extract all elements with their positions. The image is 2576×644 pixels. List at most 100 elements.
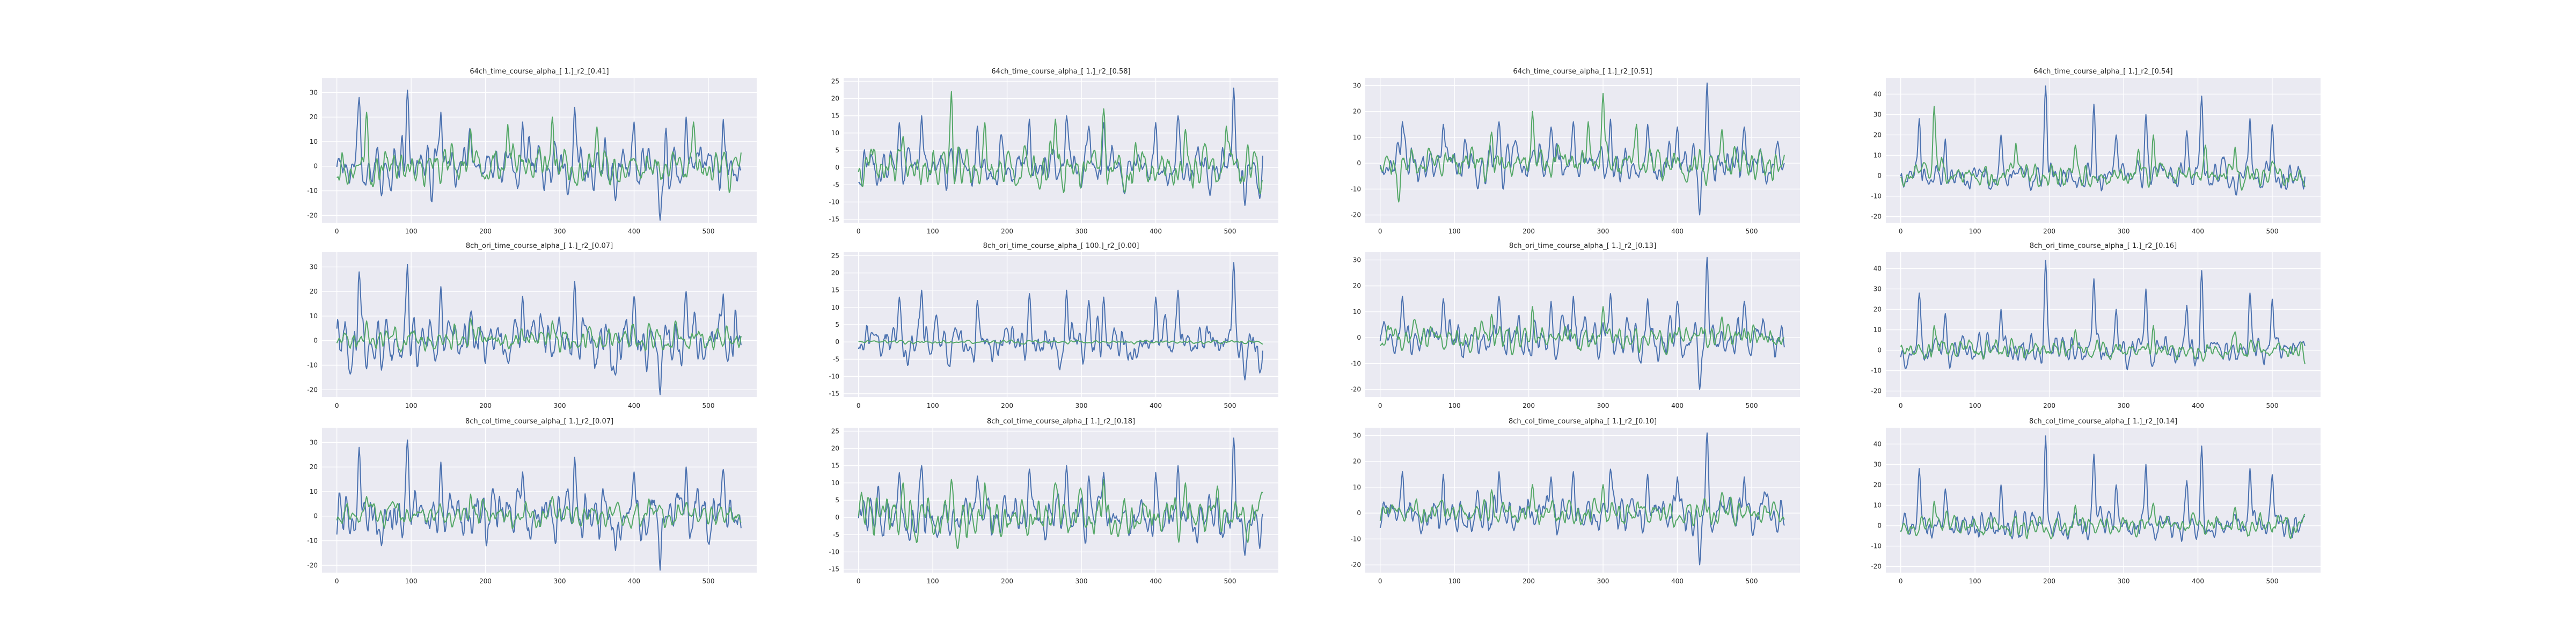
- subplot-1: 0 100 200 300 400 500 -20 -10 0 10 20 30 64ch_time_c…: [307, 68, 757, 235]
- x-tick-label: 300: [1597, 577, 1609, 585]
- x-tick-label: 200: [1523, 402, 1535, 409]
- subplot-title: 8ch_ori_time_course_alpha_[ 1.]_r2_[0.16…: [2030, 242, 2177, 250]
- x-tick-label: 0: [335, 577, 339, 585]
- x-tick-label: 300: [554, 402, 566, 409]
- y-tick-label: -20: [1871, 563, 1882, 570]
- y-tick-label: 0: [1357, 159, 1361, 167]
- y-tick-label: 10: [310, 138, 318, 145]
- subplot-title: 64ch_time_course_alpha_[ 1.]_r2_[0.54]: [2033, 68, 2172, 76]
- y-tick-label: -10: [1871, 367, 1882, 375]
- y-tick-label: 5: [835, 147, 839, 154]
- y-tick-label: 25: [831, 77, 839, 85]
- x-tick-label: 100: [405, 402, 418, 409]
- y-tick-label: -20: [1350, 386, 1361, 393]
- y-tick-label: 0: [835, 164, 839, 171]
- y-tick-label: 10: [1874, 326, 1882, 334]
- x-tick-label: 300: [1075, 402, 1088, 409]
- y-tick-label: -20: [307, 211, 318, 219]
- y-tick-label: -20: [1350, 211, 1361, 219]
- y-tick-label: -20: [1871, 213, 1882, 221]
- y-tick-label: 30: [310, 438, 318, 446]
- y-tick-label: 30: [1353, 256, 1361, 264]
- x-tick-label: 200: [1523, 577, 1535, 585]
- series-line-2: [1379, 484, 1785, 528]
- plot-area: [1365, 428, 1800, 573]
- x-tick-label: 0: [1378, 228, 1382, 235]
- series-line-1: [336, 264, 742, 396]
- y-tick-label: -20: [307, 386, 318, 393]
- y-tick-label: 10: [310, 488, 318, 495]
- x-tick-label: 100: [1969, 577, 1981, 585]
- y-tick-label: -10: [1350, 185, 1361, 193]
- y-tick-label: 40: [1874, 265, 1882, 272]
- y-tick-label: 0: [313, 163, 318, 170]
- y-tick-label: 10: [1874, 152, 1882, 159]
- x-tick-label: 300: [2118, 228, 2130, 235]
- subplot-3: 0 100 200 300 400 500 -20 -10 0 10 20 30 64ch_time_c…: [1350, 68, 1800, 235]
- y-tick-label: 10: [1874, 502, 1882, 509]
- x-tick-label: 0: [1378, 402, 1382, 409]
- y-tick-label: 0: [1357, 334, 1361, 341]
- x-tick-label: 400: [1671, 228, 1684, 235]
- y-tick-label: 0: [313, 513, 318, 520]
- series-line-2: [858, 479, 1263, 549]
- y-tick-label: 20: [831, 269, 839, 277]
- x-tick-label: 400: [1150, 228, 1162, 235]
- x-tick-label: 500: [702, 402, 715, 409]
- y-tick-label: 0: [835, 514, 839, 521]
- y-tick-label: 5: [835, 321, 839, 328]
- y-tick-label: -5: [833, 355, 839, 363]
- x-tick-label: 400: [1150, 577, 1162, 585]
- series-line-2: [1900, 325, 2306, 364]
- plot-area: [1365, 252, 1800, 397]
- y-tick-label: 30: [310, 89, 318, 96]
- y-tick-label: 0: [313, 337, 318, 345]
- y-tick-label: 30: [1353, 82, 1361, 89]
- series-line-2: [336, 112, 742, 193]
- x-tick-label: 500: [2266, 228, 2279, 235]
- series-line-1: [1900, 260, 2306, 370]
- y-tick-label: 10: [310, 312, 318, 320]
- y-tick-label: 30: [1874, 111, 1882, 118]
- y-tick-label: -10: [307, 362, 318, 369]
- y-tick-label: -5: [833, 531, 839, 538]
- x-tick-label: 500: [1746, 577, 1758, 585]
- y-tick-label: -15: [829, 390, 839, 398]
- plot-area: [322, 428, 757, 573]
- subplot-title: 8ch_col_time_course_alpha_[ 1.]_r2_[0.10…: [1509, 418, 1657, 426]
- series-line-1: [1900, 85, 2306, 196]
- subplot-9: 0 100 200 300 400 500 -20 -10 0 10 20 30 8ch_col_tim…: [307, 418, 757, 585]
- y-tick-label: -10: [1350, 535, 1361, 543]
- y-tick-label: 10: [1353, 484, 1361, 491]
- x-tick-label: 100: [927, 402, 939, 409]
- x-tick-label: 100: [405, 228, 418, 235]
- y-tick-label: 20: [1874, 481, 1882, 488]
- x-tick-label: 100: [927, 577, 939, 585]
- y-tick-label: 20: [1874, 131, 1882, 138]
- y-tick-label: -10: [829, 198, 839, 206]
- y-tick-label: 25: [831, 427, 839, 435]
- series-line-2: [858, 339, 1263, 345]
- y-tick-label: 40: [1874, 90, 1882, 98]
- plot-area: [1886, 428, 2321, 573]
- x-tick-label: 200: [2043, 228, 2055, 235]
- y-tick-label: 20: [831, 445, 839, 452]
- subplot-title: 8ch_ori_time_course_alpha_[ 100.]_r2_[0.…: [983, 242, 1139, 250]
- x-tick-label: 0: [1378, 577, 1382, 585]
- y-tick-label: -15: [829, 566, 839, 573]
- series-line-1: [858, 437, 1263, 556]
- x-tick-label: 100: [405, 577, 418, 585]
- subplot-title: 64ch_time_course_alpha_[ 1.]_r2_[0.58]: [991, 68, 1130, 76]
- plot-area: [1886, 252, 2321, 397]
- x-tick-label: 400: [628, 228, 640, 235]
- x-tick-label: 200: [1001, 228, 1013, 235]
- y-tick-label: 20: [1353, 108, 1361, 115]
- x-tick-label: 200: [2043, 402, 2055, 409]
- series-line-1: [858, 262, 1263, 380]
- x-tick-label: 400: [2192, 577, 2204, 585]
- subplot-title: 8ch_col_time_course_alpha_[ 1.]_r2_[0.18…: [987, 418, 1135, 426]
- series-line-2: [858, 91, 1263, 194]
- y-tick-label: 15: [831, 112, 839, 120]
- subplot-5: 0 100 200 300 400 500 -20 -10 0 10 20 30 8ch_ori_tim…: [307, 242, 757, 409]
